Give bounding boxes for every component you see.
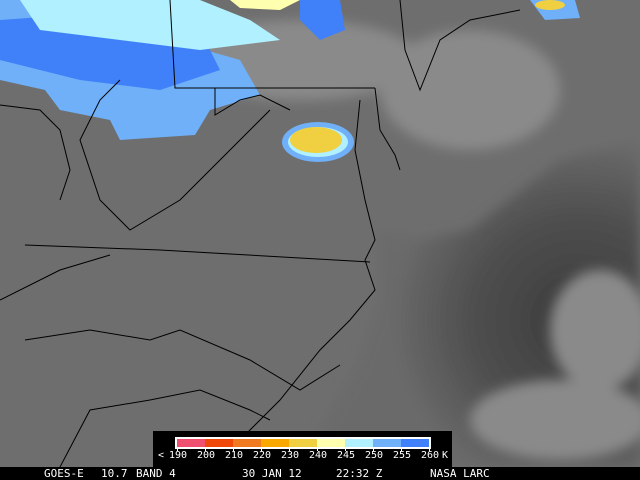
cloud-cold-tops xyxy=(0,0,580,162)
colorbar-segment xyxy=(317,439,345,447)
colorbar-tick-label: 250 xyxy=(364,450,384,461)
colorbar-tick xyxy=(373,447,374,451)
colorbar-tick xyxy=(317,447,318,451)
colorbar-tick-label: 200 xyxy=(196,450,216,461)
colorbar-tick xyxy=(177,447,178,451)
satellite-label: GOES-E xyxy=(44,467,84,480)
colorbar-prefix: < xyxy=(157,450,165,461)
colorbar-unit: K xyxy=(441,450,449,461)
colorbar-tick-label: 220 xyxy=(252,450,272,461)
colorbar-tick-label: 245 xyxy=(336,450,356,461)
colorbar-segment xyxy=(289,439,317,447)
state-boundaries xyxy=(0,0,521,467)
colorbar-tick-label: 190 xyxy=(168,450,188,461)
colorbar-segment xyxy=(261,439,289,447)
colorbar-swatches xyxy=(175,437,431,449)
colorbar-segment xyxy=(373,439,401,447)
channel-label: 10.7 xyxy=(101,467,128,480)
colorbar-tick xyxy=(429,447,430,451)
colorbar-tick xyxy=(289,447,290,451)
date-label: 30 JAN 12 xyxy=(242,467,302,480)
image-caption-bar: GOES-E 10.7 BAND 4 30 JAN 12 22:32 Z NAS… xyxy=(0,467,640,480)
colorbar-tick-label: 260 xyxy=(420,450,440,461)
infrared-satellite-map xyxy=(0,0,640,467)
colorbar-tick-label: 240 xyxy=(308,450,328,461)
colorbar-segment xyxy=(345,439,373,447)
colorbar-tick xyxy=(233,447,234,451)
colorbar-tick-label: 255 xyxy=(392,450,412,461)
colorbar-segment xyxy=(401,439,429,447)
colorbar-tick-label: 230 xyxy=(280,450,300,461)
colorbar-tick-label: 210 xyxy=(224,450,244,461)
credit-label: NASA LARC xyxy=(430,467,490,480)
colorbar-segment xyxy=(233,439,261,447)
colorbar-tick xyxy=(205,447,206,451)
colorbar-tick xyxy=(401,447,402,451)
colorbar-segment xyxy=(177,439,205,447)
time-label: 22:32 Z xyxy=(336,467,383,480)
colorbar-segment xyxy=(205,439,233,447)
band-label: BAND 4 xyxy=(136,467,176,480)
temperature-colorbar: < K 190 200 210 220 230 240 245 250 255 260 xyxy=(153,431,452,467)
colorbar-tick xyxy=(345,447,346,451)
colorbar-tick xyxy=(261,447,262,451)
